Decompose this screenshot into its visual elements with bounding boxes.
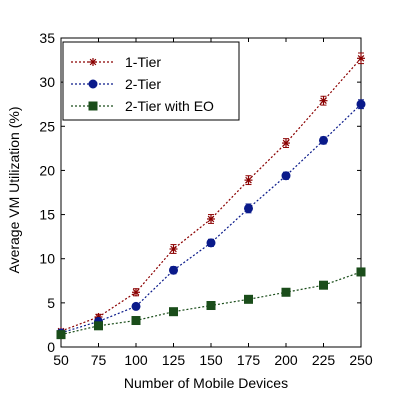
data-point xyxy=(206,238,216,248)
data-point xyxy=(169,265,178,275)
data-point xyxy=(206,301,216,311)
data-point xyxy=(132,288,140,297)
data-point xyxy=(244,176,253,185)
x-tick-label: 175 xyxy=(237,352,261,368)
data-point xyxy=(319,135,328,145)
legend-marker xyxy=(88,79,98,89)
data-point xyxy=(207,214,215,223)
y-tick-label: 30 xyxy=(39,74,55,90)
data-point xyxy=(244,294,253,304)
legend-marker xyxy=(88,101,98,111)
y-tick-label: 25 xyxy=(39,118,55,134)
legend-marker xyxy=(89,58,97,66)
y-tick-label: 20 xyxy=(39,162,55,178)
data-point xyxy=(94,321,103,331)
x-tick-label: 100 xyxy=(124,352,148,368)
data-point xyxy=(319,280,328,290)
x-tick-label: 50 xyxy=(53,352,69,368)
y-tick-label: 10 xyxy=(39,251,55,267)
plot-area: 50 75 100 125 150 175 200 225 250 0 5 10 15 20 25 30 35 xyxy=(39,30,372,368)
data-point xyxy=(356,99,366,109)
data-point xyxy=(357,54,365,63)
data-point xyxy=(131,316,141,326)
x-tick-label: 200 xyxy=(274,352,298,368)
x-tick-label: 125 xyxy=(162,352,186,368)
data-point xyxy=(169,307,178,317)
data-point xyxy=(169,245,178,254)
x-tick-label: 225 xyxy=(312,352,336,368)
data-point xyxy=(356,267,366,277)
x-tick-label: 150 xyxy=(199,352,223,368)
legend-label: 1-Tier xyxy=(125,54,161,70)
y-tick-label: 5 xyxy=(47,295,55,311)
data-point xyxy=(244,203,253,213)
y-tick-label: 15 xyxy=(39,207,55,223)
data-point xyxy=(56,330,66,340)
legend: 1-Tier 2-Tier 2-Tier with EO xyxy=(62,41,240,121)
data-point xyxy=(281,287,291,297)
series-line-2 xyxy=(60,103,362,334)
y-tick-label: 0 xyxy=(47,339,55,355)
data-point xyxy=(319,96,328,105)
data-point xyxy=(282,139,290,148)
legend-label: 2-Tier xyxy=(125,76,161,92)
legend-label: 2-Tier with EO xyxy=(125,98,214,114)
x-tick-label: 250 xyxy=(349,352,373,368)
y-axis-title: Average VM Utilization (%) xyxy=(6,106,22,273)
y-tick-label: 35 xyxy=(39,30,55,46)
data-point xyxy=(131,301,141,311)
data-point xyxy=(281,171,291,181)
x-tick-label: 75 xyxy=(91,352,107,368)
x-axis-title: Number of Mobile Devices xyxy=(124,375,288,391)
